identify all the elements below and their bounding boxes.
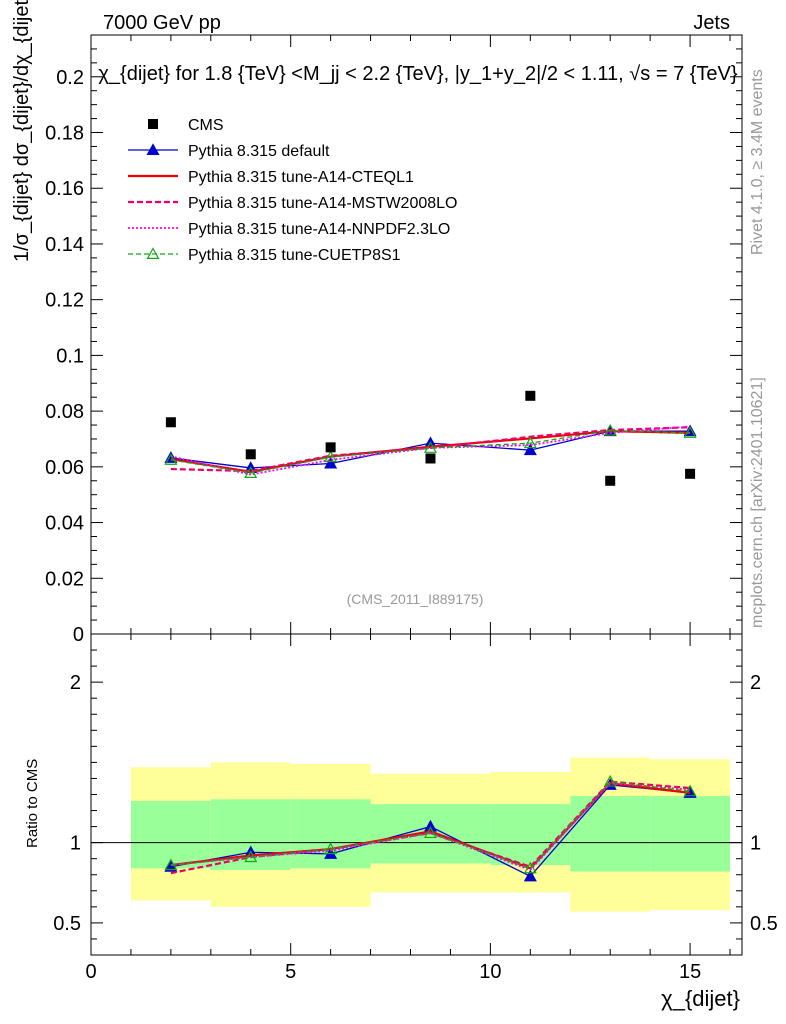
x-tick-label: 10 xyxy=(479,961,501,983)
ratio-y-tick-label-left: 0.5 xyxy=(53,913,81,935)
ratio-y-tick-label-right: 2 xyxy=(750,672,761,694)
ratio-series-4-point xyxy=(324,842,338,855)
plot-title: χ_{dijet} for 1.8 {TeV} <M_jj < 2.2 {TeV… xyxy=(98,63,737,85)
series-4-point xyxy=(523,436,537,449)
main-y-tick-label: 0.12 xyxy=(45,290,84,312)
legend-cms-label: CMS xyxy=(188,117,224,134)
ratio-uncertainty-bands xyxy=(130,757,731,912)
x-tick-label: 0 xyxy=(85,961,96,983)
series-4-point xyxy=(244,466,258,478)
legend-marker-4 xyxy=(146,247,160,259)
legend-cms-marker xyxy=(148,119,158,129)
ratio-y-axis-label: Ratio to CMS xyxy=(24,759,41,848)
series-4-point xyxy=(683,426,697,438)
band-inner-bin xyxy=(130,800,211,869)
ratio-series-4-point xyxy=(423,826,437,839)
main-y-tick-label: 0.02 xyxy=(45,568,84,590)
ratio-series-4-point xyxy=(244,850,258,863)
series-4-point xyxy=(603,423,617,436)
ratio-y-tick-label-left: 2 xyxy=(70,672,81,694)
legend-label-3: Pythia 8.315 tune-A14-NNPDF2.3LO xyxy=(188,221,450,238)
band-inner-bin xyxy=(650,796,731,872)
main-y-tick-label: 0.06 xyxy=(45,457,84,479)
cms-data-point xyxy=(605,475,616,486)
ratio-series-1-line xyxy=(170,782,691,870)
analysis-label: (CMS_2011_I889175) xyxy=(347,591,484,607)
main-y-tick-label: 0.08 xyxy=(45,401,84,423)
main-plot xyxy=(164,390,697,486)
series-0-point xyxy=(324,456,338,469)
ratio-series-4-point xyxy=(603,774,617,787)
ratio-y-tick-label-right: 0.5 xyxy=(750,913,778,935)
legend-label-4: Pythia 8.315 tune-CUETP8S1 xyxy=(188,247,401,264)
main-y-tick-label: 0.14 xyxy=(45,234,84,256)
legend-label-2: Pythia 8.315 tune-A14-MSTW2008LO xyxy=(188,195,457,212)
rivet-label: Rivet 4.1.0, ≥ 3.4M events xyxy=(749,69,766,255)
main-y-tick-label: 0.04 xyxy=(45,513,84,535)
ratio-series-4-point xyxy=(164,858,178,871)
series-4-point xyxy=(423,441,437,453)
series-4-point xyxy=(324,450,338,463)
ratio-series-4-point xyxy=(523,861,537,874)
cms-data-point xyxy=(685,468,696,479)
legend: CMS Pythia 8.315 default Pythia 8.315 tune… xyxy=(128,117,457,264)
ratio-y-tick-label-right: 1 xyxy=(750,833,761,855)
mcplots-label: mcplots.cern.ch [arXiv:2401.10621] xyxy=(749,377,766,628)
main-y-tick-label: 0.2 xyxy=(56,67,84,89)
main-y-tick-label: 0 xyxy=(73,624,84,646)
band-inner-bin xyxy=(570,796,651,872)
cms-data-point xyxy=(165,417,176,428)
main-y-tick-label: 0.16 xyxy=(45,178,84,200)
ratio-series-0-point xyxy=(164,859,178,872)
series-3-line xyxy=(170,425,691,476)
ratio-y-tick-label-left: 1 xyxy=(70,833,81,855)
main-y-tick-label: 0.18 xyxy=(45,123,84,145)
cms-data-point xyxy=(525,390,536,401)
x-tick-label: 5 xyxy=(285,961,296,983)
cms-data-point xyxy=(325,442,336,453)
cms-data-point xyxy=(245,449,256,460)
series-4-line xyxy=(170,429,691,474)
ratio-series-4-line xyxy=(170,780,691,870)
series-0-point xyxy=(523,443,537,456)
ratio-plot xyxy=(91,774,742,882)
x-tick-label: 15 xyxy=(679,961,701,983)
legend-label-0: Pythia 8.315 default xyxy=(188,143,330,160)
series-4-point xyxy=(164,453,178,465)
cms-data-point xyxy=(425,453,436,464)
main-y-axis-label: 1/σ_{dijet} dσ_{dijet}/dχ_{dijet} xyxy=(11,0,33,262)
x-axis-label: χ_{dijet} xyxy=(661,986,740,1011)
main-y-tick-label: 0.1 xyxy=(56,345,84,367)
axes: 0 5 10 15 0 0.02 0.04 0.06 0.08 0.1 0.12 0.14 0.16 0.… xyxy=(45,34,778,983)
header-right-label: Jets xyxy=(693,12,730,34)
legend-label-1: Pythia 8.315 tune-A14-CTEQL1 xyxy=(188,169,414,186)
band-inner-bin xyxy=(490,804,571,866)
ratio-series-4-point xyxy=(683,784,697,797)
ratio-series-0-point xyxy=(523,869,537,882)
header-left-label: 7000 GeV pp xyxy=(103,12,221,34)
legend-marker-0 xyxy=(146,143,160,155)
